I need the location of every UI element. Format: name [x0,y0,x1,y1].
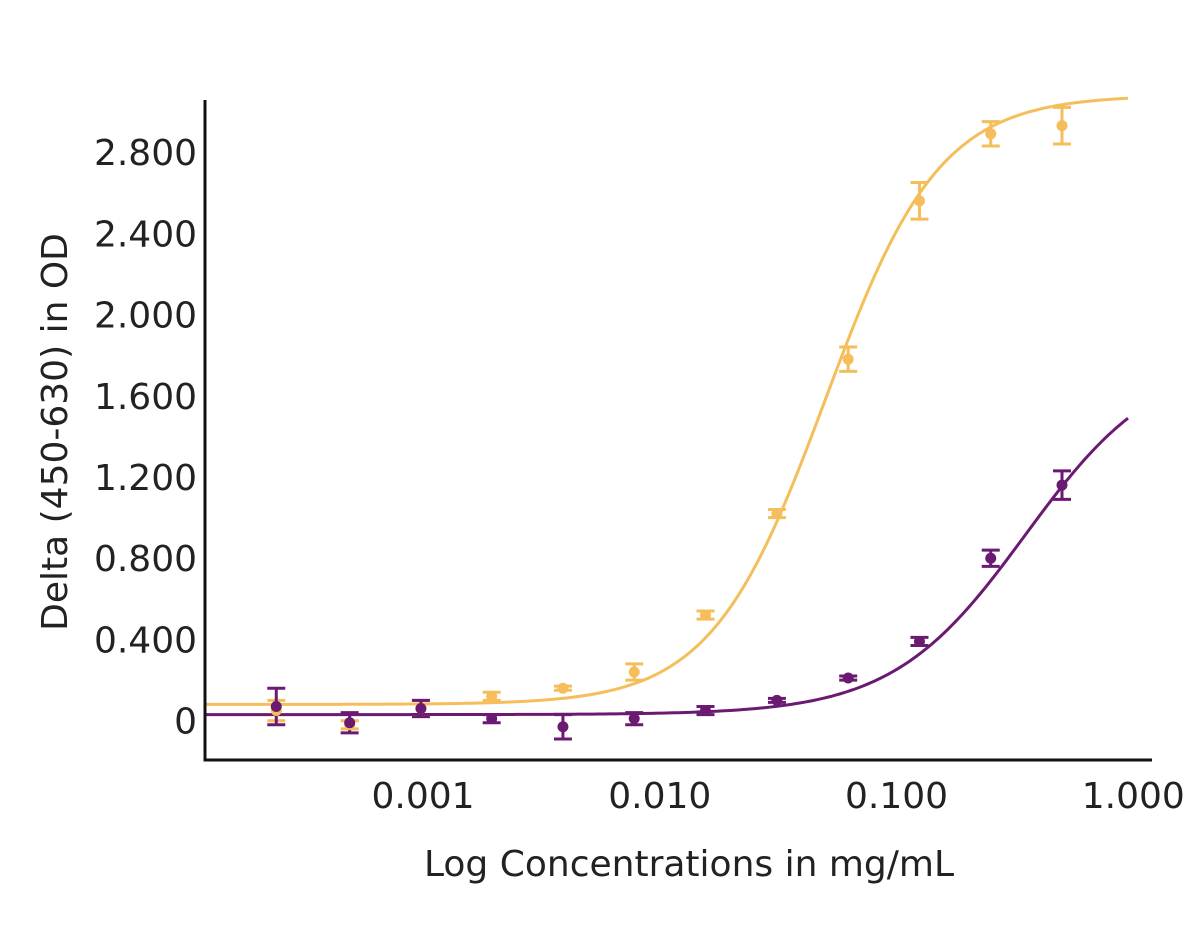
y-tick-label: 0.800 [94,539,197,580]
y-tick-label: 0 [174,702,197,743]
data-point [699,705,711,717]
data-point [415,703,427,715]
fit-curve-series-1 [205,96,1129,706]
data-point [1056,120,1068,132]
data-point [913,635,925,647]
data-points [270,120,1068,733]
fit-curve-series-2 [205,417,1129,717]
data-point [486,690,498,702]
y-tick-labels: 0 0.400 0.800 1.200 1.600 2.000 2.400 2.800 [94,133,197,743]
axes [203,100,1152,762]
fit-curves [205,96,1129,717]
x-axis-title: Log Concentrations in mg/mL [424,844,954,885]
data-point [771,694,783,706]
data-point [557,682,569,694]
x-tick-label: 0.001 [371,776,474,817]
data-point [1056,479,1068,491]
data-point [771,508,783,520]
x-tick-label: 0.010 [608,776,711,817]
x-tick-label: 1.000 [1082,776,1185,817]
data-point [985,128,997,140]
data-point [628,713,640,725]
data-point [344,717,356,729]
data-point [842,353,854,365]
data-point [699,609,711,621]
data-point [842,672,854,684]
y-tick-label: 1.200 [94,458,197,499]
y-tick-label: 2.400 [94,214,197,255]
x-tick-labels: 0.001 0.010 0.100 1.000 [371,776,1184,817]
y-tick-label: 2.800 [94,133,197,174]
y-tick-label: 1.600 [94,377,197,418]
data-point [628,666,640,678]
x-tick-label: 0.100 [845,776,948,817]
y-tick-label: 2.000 [94,296,197,337]
y-axis-title: Delta (450-630) in OD [35,233,76,631]
data-point [486,713,498,725]
data-point [985,552,997,564]
data-point [270,700,282,712]
data-point [557,721,569,733]
error-bars [267,105,1072,741]
y-tick-label: 0.400 [94,620,197,661]
data-point [913,195,925,207]
